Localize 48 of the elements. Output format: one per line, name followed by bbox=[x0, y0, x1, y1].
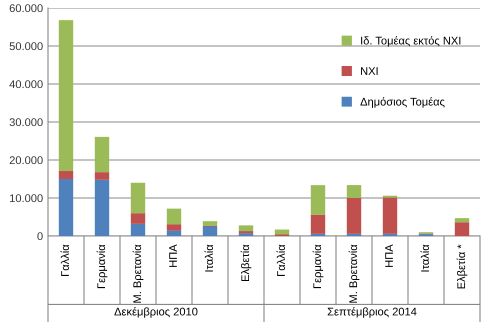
x-tick-label: ΗΠΑ bbox=[169, 244, 177, 267]
bar bbox=[58, 171, 74, 179]
y-tick-label: 0 bbox=[37, 232, 43, 240]
y-tick-label: 60.000 bbox=[10, 4, 43, 12]
bar bbox=[130, 182, 146, 214]
x-tick-label: Μ. Βρετανία bbox=[132, 244, 144, 303]
legend-label: Ιδ. Τομέας εκτός ΝΧΙ bbox=[361, 36, 460, 47]
y-tick-label: 50.000 bbox=[10, 42, 43, 50]
bar bbox=[238, 225, 254, 232]
bar bbox=[130, 224, 146, 236]
bar bbox=[202, 226, 218, 236]
legend-label: Δημόσιος Τομέας bbox=[360, 97, 445, 108]
bar bbox=[454, 222, 470, 236]
x-tick-label: Ελβετία bbox=[240, 244, 252, 282]
bar bbox=[166, 208, 182, 224]
text: Δεκέμβριος 2010 bbox=[114, 307, 198, 318]
bar bbox=[94, 172, 110, 180]
x-tick-label: Γερμανία bbox=[96, 244, 108, 288]
bar bbox=[382, 198, 398, 234]
bar bbox=[58, 179, 74, 236]
x-tick-label: Ιταλία bbox=[204, 244, 213, 272]
bar bbox=[94, 136, 110, 172]
bar bbox=[58, 20, 74, 172]
x-tick-label: Γερμανία bbox=[312, 244, 324, 288]
legend-label: ΝΧΙ bbox=[361, 67, 378, 75]
bar bbox=[454, 218, 470, 222]
y-tick-label: 30.000 bbox=[10, 118, 43, 126]
bar bbox=[346, 185, 362, 198]
y-tick-label: 40.000 bbox=[9, 80, 43, 88]
x-tick-label: Ιταλία bbox=[420, 244, 429, 272]
bar bbox=[238, 233, 254, 236]
bar bbox=[166, 230, 182, 236]
y-tick-label: 10.000 bbox=[10, 194, 43, 202]
text: Σεπτέμβριος 2014 bbox=[328, 307, 417, 318]
x-tick-label: Ελβετία * bbox=[456, 244, 468, 288]
bar bbox=[130, 213, 146, 224]
y-tick-label: 20.000 bbox=[10, 156, 43, 164]
x-tick-label: Γαλλία bbox=[276, 244, 285, 276]
bar bbox=[310, 185, 326, 215]
bar bbox=[274, 230, 290, 234]
bar bbox=[346, 198, 362, 234]
bar bbox=[166, 224, 182, 231]
x-tick-label: ΗΠΑ bbox=[385, 244, 393, 267]
bar bbox=[310, 214, 326, 234]
bar bbox=[94, 180, 110, 236]
x-tick-label: Μ. Βρετανία bbox=[348, 244, 360, 303]
bar bbox=[202, 221, 218, 226]
x-tick-label: Γαλλία bbox=[60, 244, 69, 276]
